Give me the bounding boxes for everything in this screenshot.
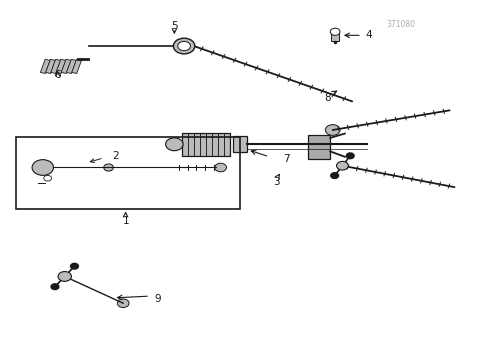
Bar xyxy=(182,133,188,156)
Bar xyxy=(308,135,330,158)
Bar xyxy=(72,59,81,73)
Text: 4: 4 xyxy=(366,30,372,40)
Bar xyxy=(194,133,200,156)
Circle shape xyxy=(325,125,340,135)
Text: 6: 6 xyxy=(54,69,61,80)
Bar xyxy=(212,133,218,156)
Text: 1: 1 xyxy=(122,216,129,226)
Circle shape xyxy=(117,299,129,307)
Bar xyxy=(40,59,50,73)
Circle shape xyxy=(330,28,340,35)
Text: 5: 5 xyxy=(171,21,178,31)
Text: 371080: 371080 xyxy=(387,20,416,29)
Bar xyxy=(61,59,71,73)
Bar xyxy=(16,137,240,208)
Text: 8: 8 xyxy=(324,93,331,103)
Circle shape xyxy=(71,264,78,269)
Circle shape xyxy=(104,164,114,171)
Circle shape xyxy=(178,41,191,51)
Bar xyxy=(56,59,66,73)
Bar xyxy=(233,136,247,152)
Bar xyxy=(331,32,339,41)
Text: 3: 3 xyxy=(273,177,280,187)
Circle shape xyxy=(32,159,53,175)
Bar xyxy=(67,59,76,73)
Text: 2: 2 xyxy=(113,151,119,161)
Bar xyxy=(51,59,61,73)
Circle shape xyxy=(51,284,59,289)
Bar xyxy=(182,133,230,156)
Bar xyxy=(218,133,224,156)
Bar xyxy=(206,133,212,156)
Text: 7: 7 xyxy=(283,154,290,163)
Circle shape xyxy=(58,271,72,282)
Bar xyxy=(224,133,230,156)
Circle shape xyxy=(337,161,348,170)
Text: 9: 9 xyxy=(154,294,161,303)
Bar xyxy=(188,133,194,156)
Circle shape xyxy=(166,138,183,151)
Circle shape xyxy=(44,175,51,181)
Circle shape xyxy=(346,153,354,159)
Circle shape xyxy=(215,163,226,172)
Bar xyxy=(200,133,206,156)
Circle shape xyxy=(331,173,339,179)
Circle shape xyxy=(173,38,195,54)
Bar xyxy=(46,59,55,73)
